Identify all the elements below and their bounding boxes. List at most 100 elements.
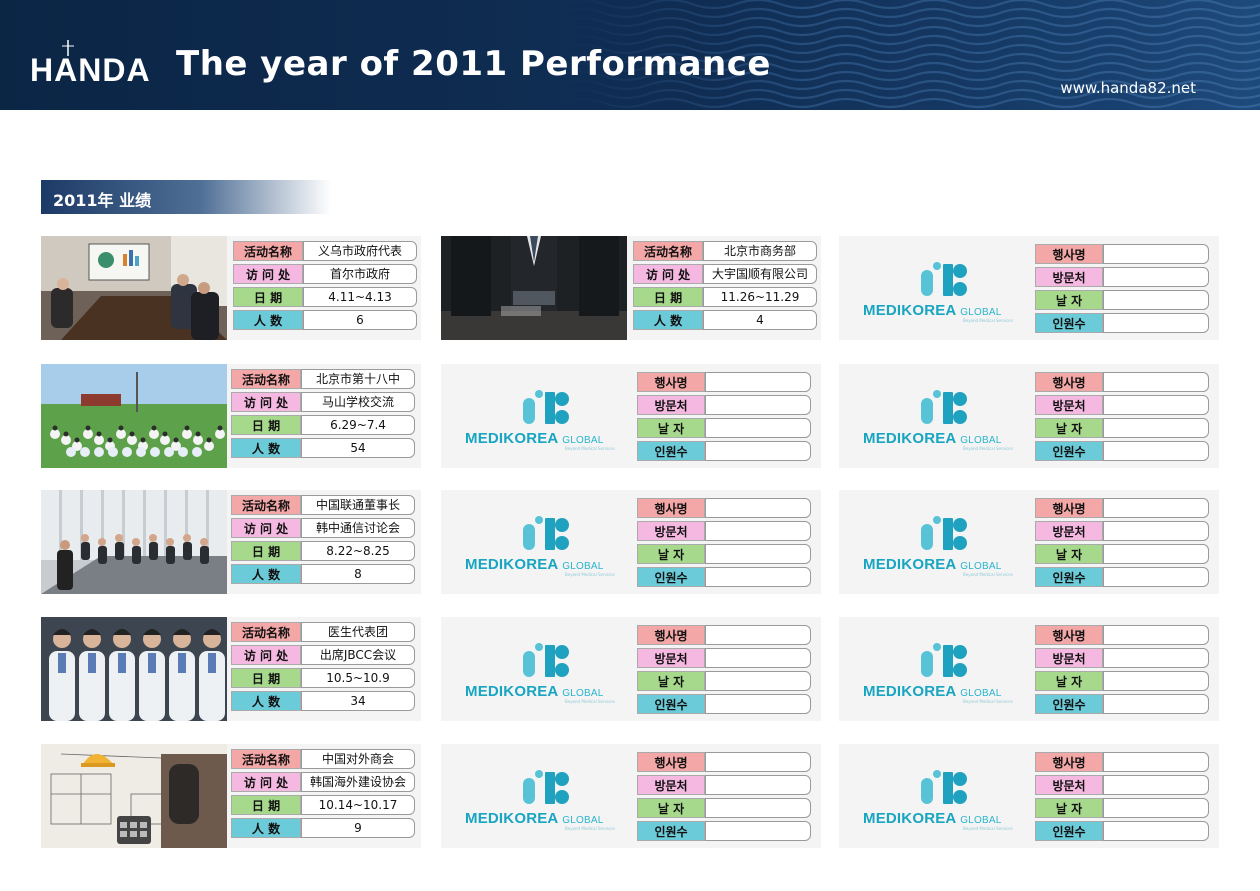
field-label: 날 자 (637, 798, 705, 818)
field-value (1103, 498, 1209, 518)
medikorea-logo: MEDIKOREA GLOBAL Beyond Medical Services (441, 617, 631, 721)
website-link[interactable]: www.handa82.net (1060, 79, 1196, 97)
info-row: 인원수 (1035, 694, 1209, 714)
info-row: 访 问 处 韩中通信讨论会 (231, 518, 415, 538)
event-card: MEDIKOREA GLOBAL Beyond Medical Services… (441, 364, 821, 468)
brand-name-text: MEDIKOREA (465, 430, 558, 447)
medikorea-logo-icon (523, 516, 569, 550)
field-label: 날 자 (1035, 798, 1103, 818)
brand-suffix: GLOBAL (562, 815, 604, 826)
medikorea-logo: MEDIKOREA GLOBAL Beyond Medical Services (839, 617, 1029, 721)
field-label: 날 자 (1035, 418, 1103, 438)
medikorea-logo-icon (921, 516, 967, 550)
medikorea-logo: MEDIKOREA GLOBAL Beyond Medical Services (839, 490, 1029, 594)
brand-tagline: Beyond Medical Services (565, 572, 615, 577)
info-row: 방문처 (637, 648, 811, 668)
field-value (705, 694, 811, 714)
info-row: 访 问 处 韩国海外建设协会 (231, 772, 415, 792)
field-value (1103, 290, 1209, 310)
info-row: 인원수 (637, 441, 811, 461)
info-row: 日 期 8.22~8.25 (231, 541, 415, 561)
field-label: 인원수 (1035, 567, 1103, 587)
field-value: 10.14~10.17 (301, 795, 415, 815)
event-card: 活动名称 义乌市政府代表 访 问 处 首尔市政府 日 期 4.11~4.13 人… (41, 236, 421, 340)
medikorea-logo: MEDIKOREA GLOBAL Beyond Medical Services (839, 236, 1029, 340)
info-row: 행사명 (1035, 498, 1209, 518)
info-row: 날 자 (637, 544, 811, 564)
brand-tagline: Beyond Medical Services (963, 572, 1013, 577)
field-label: 日 期 (231, 668, 301, 688)
info-row: 인원수 (1035, 821, 1209, 841)
field-value: 34 (301, 691, 415, 711)
event-photo (441, 236, 627, 340)
field-value: 8 (301, 564, 415, 584)
brand-suffix: GLOBAL (960, 688, 1002, 699)
field-value (1103, 798, 1209, 818)
field-value: 医生代表团 (301, 622, 415, 642)
info-row: 방문처 (1035, 267, 1209, 287)
event-card: 活动名称 北京市第十八中 访 问 处 马山学校交流 日 期 6.29~7.4 人… (41, 364, 421, 468)
field-label: 인원수 (1035, 821, 1103, 841)
medikorea-logo-icon (921, 390, 967, 424)
info-row: 날 자 (637, 671, 811, 691)
field-label: 행사명 (1035, 752, 1103, 772)
info-row: 날 자 (1035, 290, 1209, 310)
brand-tagline: Beyond Medical Services (565, 699, 615, 704)
field-value: 中国对外商会 (301, 749, 415, 769)
brand-suffix: GLOBAL (562, 435, 604, 446)
field-value (705, 441, 811, 461)
info-row: 행사명 (1035, 372, 1209, 392)
brand-name-text: MEDIKOREA (863, 302, 956, 319)
info-row: 방문처 (1035, 775, 1209, 795)
section-label: 2011年 业绩 (41, 180, 331, 214)
info-row: 인원수 (637, 567, 811, 587)
info-row: 방문처 (1035, 648, 1209, 668)
field-label: 人 数 (233, 310, 303, 330)
field-value: 4 (703, 310, 817, 330)
info-row: 访 问 处 出席JBCC会议 (231, 645, 415, 665)
info-row: 방문처 (637, 395, 811, 415)
info-row: 날 자 (1035, 418, 1209, 438)
field-value (705, 775, 811, 795)
brand-name-text: MEDIKOREA (465, 683, 558, 700)
field-value: 10.5~10.9 (301, 668, 415, 688)
event-photo (41, 236, 227, 340)
field-value (1103, 372, 1209, 392)
brand-tagline: Beyond Medical Services (963, 446, 1013, 451)
brand-suffix: GLOBAL (562, 561, 604, 572)
field-value (705, 395, 811, 415)
field-label: 访 问 处 (231, 518, 301, 538)
field-label: 방문처 (637, 775, 705, 795)
brand-name-text: MEDIKOREA (863, 556, 956, 573)
field-label: 日 期 (231, 795, 301, 815)
field-label: 访 问 处 (231, 392, 301, 412)
info-row: 人 数 8 (231, 564, 415, 584)
brand-name-text: MEDIKOREA (863, 810, 956, 827)
field-label: 인원수 (637, 821, 705, 841)
field-value: 马山学校交流 (301, 392, 415, 412)
field-label: 방문처 (1035, 521, 1103, 541)
field-label: 방문처 (1035, 395, 1103, 415)
brand-name: MEDIKOREA GLOBAL (465, 430, 604, 447)
info-row: 日 期 10.14~10.17 (231, 795, 415, 815)
info-row: 活动名称 义乌市政府代表 (233, 241, 417, 261)
field-label: 인원수 (637, 441, 705, 461)
info-row: 访 问 处 马山学校交流 (231, 392, 415, 412)
event-card: MEDIKOREA GLOBAL Beyond Medical Services… (441, 744, 821, 848)
field-value (1103, 625, 1209, 645)
info-row: 인원수 (637, 821, 811, 841)
brand-tagline: Beyond Medical Services (963, 699, 1013, 704)
medikorea-logo-icon (523, 770, 569, 804)
page-title: The year of 2011 Performance (176, 44, 771, 84)
medikorea-logo: MEDIKOREA GLOBAL Beyond Medical Services (839, 744, 1029, 848)
brand-name: MEDIKOREA GLOBAL (863, 556, 1002, 573)
field-value (705, 567, 811, 587)
field-label: 방문처 (637, 521, 705, 541)
info-row: 인원수 (1035, 441, 1209, 461)
field-label: 人 数 (231, 691, 301, 711)
info-row: 인원수 (637, 694, 811, 714)
info-row: 행사명 (1035, 752, 1209, 772)
info-row: 活动名称 中国对外商会 (231, 749, 415, 769)
field-label: 日 期 (231, 415, 301, 435)
event-card: MEDIKOREA GLOBAL Beyond Medical Services… (441, 617, 821, 721)
